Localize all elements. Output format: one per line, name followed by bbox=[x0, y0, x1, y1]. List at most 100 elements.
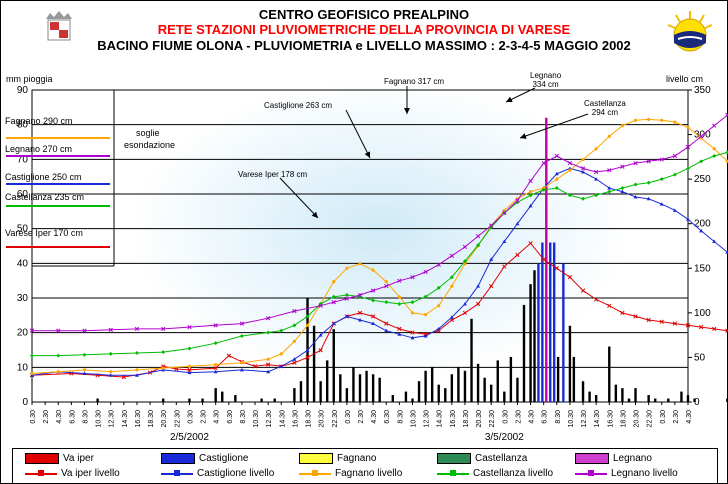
annotation-arrow bbox=[345, 109, 371, 159]
series-point bbox=[594, 193, 599, 198]
series-point bbox=[410, 335, 415, 340]
series-point bbox=[541, 160, 546, 166]
x-tick-label: 12.30 bbox=[424, 410, 431, 428]
series-point bbox=[712, 326, 717, 332]
threshold-label-legnano: Legnano 270 cm bbox=[5, 144, 73, 154]
rain-bar bbox=[312, 325, 316, 402]
series-point bbox=[134, 326, 140, 332]
y-tick-label: 60 bbox=[17, 189, 29, 200]
series-point bbox=[109, 370, 113, 374]
series-point bbox=[462, 259, 467, 264]
series-point bbox=[567, 275, 573, 280]
series-point bbox=[528, 203, 533, 208]
series-point bbox=[581, 157, 585, 162]
rain-bar bbox=[444, 388, 447, 402]
x-tick-label: 6.30 bbox=[384, 410, 391, 424]
threshold-label-varese-iper: Varese Iper 170 cm bbox=[5, 228, 83, 238]
series-point bbox=[712, 239, 717, 244]
series-point bbox=[410, 330, 415, 335]
series-point bbox=[475, 234, 481, 239]
province-crest-icon bbox=[44, 9, 74, 43]
series-point bbox=[699, 228, 704, 233]
series-point bbox=[357, 292, 363, 298]
series-point bbox=[620, 189, 625, 194]
series-point bbox=[581, 170, 586, 174]
y2-tick-label: 100 bbox=[694, 308, 711, 319]
x-tick-label: 12.30 bbox=[266, 410, 273, 428]
x-tick-label: 8.30 bbox=[555, 410, 562, 424]
series-point bbox=[121, 374, 126, 380]
series-point bbox=[371, 321, 376, 326]
x-tick-label: 18.30 bbox=[148, 410, 155, 428]
series-point bbox=[476, 243, 481, 248]
annotation-varese-iper-max: Varese Iper 178 cm bbox=[238, 170, 308, 179]
series-point bbox=[660, 118, 664, 122]
series-point bbox=[357, 310, 363, 316]
y-tick-label: 70 bbox=[17, 154, 29, 165]
series-point bbox=[370, 288, 376, 293]
series-point bbox=[436, 326, 441, 331]
rain-bar bbox=[490, 384, 493, 402]
series-point bbox=[266, 357, 270, 361]
x-tick-label: 14.30 bbox=[279, 410, 286, 428]
series-point bbox=[82, 371, 87, 375]
series-point bbox=[187, 367, 192, 373]
x-tick-label: 0.30 bbox=[187, 410, 194, 424]
series-point bbox=[397, 332, 402, 336]
annotation-arrow bbox=[279, 177, 319, 219]
annotation-fagnano-max: Fagnano 317 cm bbox=[384, 77, 445, 86]
x-tick-label: 4.30 bbox=[56, 410, 63, 424]
series-point bbox=[187, 346, 192, 351]
series-point bbox=[384, 328, 389, 333]
rain-bar bbox=[509, 356, 513, 402]
x-tick-label: 6.30 bbox=[69, 410, 76, 424]
series-point bbox=[436, 285, 441, 290]
series-point bbox=[594, 297, 599, 302]
header-line-3: BACINO FIUME OLONA - PLUVIOMETRIA e LIVE… bbox=[97, 38, 631, 53]
series-point bbox=[607, 186, 612, 190]
series-point bbox=[108, 327, 113, 332]
series-point bbox=[568, 168, 572, 172]
rain-bar bbox=[503, 391, 506, 402]
x-tick-label: 4.30 bbox=[686, 410, 693, 424]
series-point bbox=[82, 368, 87, 372]
x-tick-label: 14.30 bbox=[437, 410, 444, 428]
rain-bar bbox=[588, 391, 591, 402]
x-tick-label: 22.30 bbox=[174, 410, 181, 428]
legend-item-fagnano-livello: Fagnano livello bbox=[299, 468, 402, 479]
x-tick-label: 16.30 bbox=[450, 410, 457, 428]
series-point bbox=[279, 352, 283, 356]
x-tick-label: 2.30 bbox=[201, 410, 208, 424]
series-point bbox=[266, 362, 271, 367]
series-point bbox=[502, 264, 507, 269]
series-point bbox=[554, 153, 559, 159]
rain-bar bbox=[424, 370, 427, 402]
series-point bbox=[515, 252, 520, 258]
rain-bar bbox=[339, 374, 342, 402]
series-point bbox=[699, 159, 704, 164]
y-tick-label: 20 bbox=[17, 328, 29, 339]
rain-bar bbox=[608, 346, 611, 402]
series-line bbox=[31, 118, 728, 374]
rain-bar bbox=[391, 395, 394, 402]
rain-bar bbox=[214, 388, 217, 402]
series-point bbox=[345, 266, 349, 270]
series-point bbox=[82, 352, 87, 357]
x-tick-label: 0.30 bbox=[502, 410, 509, 424]
rain-bar bbox=[319, 381, 322, 402]
y-tick-label: 30 bbox=[17, 293, 29, 304]
series-point bbox=[567, 160, 573, 166]
rain-bar bbox=[594, 395, 598, 402]
series-point bbox=[659, 202, 664, 206]
series-point bbox=[331, 321, 336, 326]
series-point bbox=[607, 168, 612, 173]
series-point bbox=[672, 172, 677, 177]
series-point bbox=[344, 314, 349, 318]
rain-bar bbox=[667, 398, 670, 402]
series-point bbox=[646, 317, 651, 323]
series-point bbox=[410, 311, 415, 315]
series-point bbox=[620, 310, 625, 316]
legend-item-legnano: Legnano bbox=[575, 453, 652, 464]
series-point bbox=[712, 123, 717, 128]
rain-bar bbox=[726, 398, 728, 402]
